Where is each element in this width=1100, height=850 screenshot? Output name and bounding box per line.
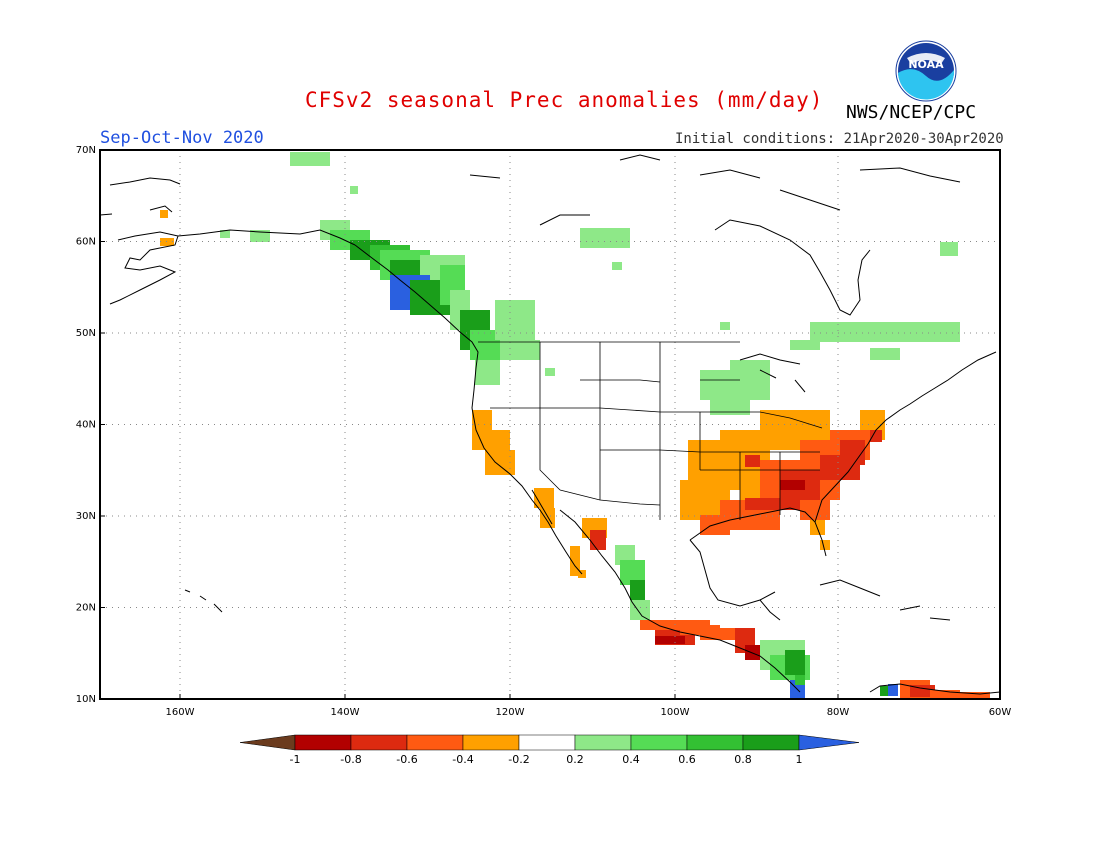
lat-label: 30N bbox=[76, 511, 96, 522]
anomaly-cell bbox=[880, 686, 888, 696]
legend-swatch bbox=[574, 734, 632, 751]
legend-tick-label: -0.8 bbox=[340, 753, 361, 766]
anomaly-cell bbox=[820, 540, 830, 550]
anomaly-cell bbox=[810, 322, 960, 342]
legend-swatch bbox=[350, 734, 408, 751]
anomaly-cell bbox=[745, 455, 760, 467]
legend-swatch bbox=[518, 734, 576, 751]
anomaly-cell bbox=[220, 230, 230, 238]
lon-label: 120W bbox=[496, 707, 525, 718]
anomaly-cell bbox=[745, 498, 780, 510]
anomaly-cell bbox=[910, 685, 935, 697]
lat-label: 10N bbox=[76, 694, 96, 705]
chart-title: CFSv2 seasonal Prec anomalies (mm/day) bbox=[305, 88, 824, 112]
lat-label: 60N bbox=[76, 237, 96, 248]
anomaly-cell bbox=[700, 625, 720, 640]
legend-tick-label: 0.2 bbox=[566, 753, 584, 766]
anomaly-cell bbox=[475, 360, 500, 385]
lon-label: 60W bbox=[989, 707, 1012, 718]
longitude-labels: 160W 140W 120W 100W 80W 60W bbox=[166, 694, 1012, 718]
anomaly-cell bbox=[795, 675, 805, 685]
noaa-logo: NOAA bbox=[895, 40, 957, 102]
anomaly-cell bbox=[500, 450, 515, 475]
legend-swatch bbox=[294, 734, 352, 751]
anomaly-cell bbox=[888, 684, 898, 696]
anomaly-cell bbox=[630, 600, 650, 620]
anomaly-cell bbox=[790, 340, 820, 350]
anomaly-cell bbox=[800, 500, 830, 520]
anomaly-cell bbox=[960, 692, 990, 698]
anomaly-cell bbox=[870, 430, 882, 442]
legend-tick-label: 0.8 bbox=[734, 753, 752, 766]
season-label: Sep-Oct-Nov 2020 bbox=[100, 128, 264, 148]
lon-label: 80W bbox=[827, 707, 850, 718]
color-legend: -1 -0.8 -0.6 -0.4 -0.2 0.2 0.4 0.6 0.8 1 bbox=[239, 734, 860, 766]
legend-tick-label: -1 bbox=[290, 753, 301, 766]
anomaly-cell bbox=[710, 400, 750, 415]
anomaly-cell bbox=[630, 580, 645, 600]
anomaly-cell bbox=[870, 348, 900, 360]
anomaly-cell bbox=[500, 340, 540, 360]
legend-tick-label: -0.6 bbox=[396, 753, 417, 766]
legend-tick-label: 0.4 bbox=[622, 753, 640, 766]
anomaly-cell bbox=[250, 230, 270, 242]
logo-text: NOAA bbox=[908, 58, 944, 71]
anomaly-cell bbox=[540, 508, 555, 528]
legend-swatch bbox=[630, 734, 688, 751]
legend-swatch bbox=[742, 734, 800, 751]
anomaly-cell bbox=[545, 368, 555, 376]
lat-label: 50N bbox=[76, 328, 96, 339]
anomaly-cell bbox=[590, 530, 606, 550]
anomaly-cell bbox=[930, 690, 960, 698]
legend-tick-label: -0.2 bbox=[508, 753, 529, 766]
anomaly-cell bbox=[580, 228, 630, 248]
anomaly-cell bbox=[640, 620, 680, 630]
lon-label: 100W bbox=[661, 707, 690, 718]
graticule bbox=[100, 150, 1000, 699]
latitude-labels: 70N 60N 50N 40N 30N 20N 10N bbox=[76, 145, 105, 705]
initial-conditions-label: Initial conditions: 21Apr2020-30Apr2020 bbox=[675, 131, 1004, 147]
anomaly-cell bbox=[780, 480, 805, 490]
anomaly-cell bbox=[612, 262, 622, 270]
lat-label: 20N bbox=[76, 603, 96, 614]
anomaly-cell bbox=[534, 488, 554, 508]
anomaly-cell bbox=[720, 322, 730, 330]
anomaly-cell bbox=[840, 440, 865, 465]
lat-label: 40N bbox=[76, 420, 96, 431]
anomaly-cell bbox=[160, 210, 168, 218]
legend-arrow-low bbox=[239, 734, 296, 751]
legend-tick-label: 0.6 bbox=[678, 753, 696, 766]
anomaly-cell bbox=[570, 546, 580, 576]
agency-label: NWS/NCEP/CPC bbox=[846, 102, 977, 123]
anomaly-cell bbox=[785, 650, 805, 675]
legend-arrow-high bbox=[798, 734, 860, 751]
anomaly-cell bbox=[350, 186, 358, 194]
anomaly-cell bbox=[940, 242, 958, 256]
lon-label: 140W bbox=[331, 707, 360, 718]
lat-label: 70N bbox=[76, 145, 96, 156]
anomaly-cell bbox=[730, 360, 770, 380]
anomaly-cell bbox=[720, 628, 735, 640]
coastlines bbox=[99, 154, 1001, 695]
state-borders bbox=[478, 341, 823, 520]
anomaly-cells bbox=[160, 152, 990, 700]
legend-tick-label: -0.4 bbox=[452, 753, 473, 766]
lon-label: 160W bbox=[166, 707, 195, 718]
anomaly-cell bbox=[495, 300, 535, 340]
legend-tick-label: 1 bbox=[796, 753, 803, 766]
legend-swatch bbox=[686, 734, 744, 751]
anomaly-cell bbox=[655, 636, 685, 644]
legend-swatch bbox=[462, 734, 520, 751]
legend-swatch bbox=[406, 734, 464, 751]
anomaly-cell bbox=[290, 152, 330, 166]
